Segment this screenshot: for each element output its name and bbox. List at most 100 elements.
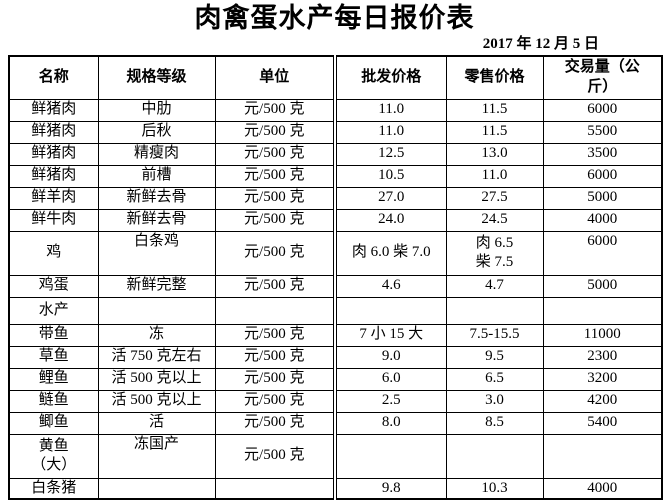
cell-volume: 6000 xyxy=(542,230,663,276)
table-row: 鸡白条鸡 元/500 克肉 6.0 柴 7.0 肉 6.5 柴 7.5 6000 xyxy=(8,230,663,276)
cell-name: 鲜猪肉 xyxy=(8,142,99,166)
cell-spec xyxy=(97,477,216,500)
cell-retail: 11.5 xyxy=(445,120,544,144)
table-row: 鲫鱼活元/500 克 8.0 8.5 5400 xyxy=(8,411,663,435)
cell-volume xyxy=(542,296,663,325)
cell-unit xyxy=(214,477,336,500)
cell-retail: 9.5 xyxy=(445,345,544,369)
cell-wholesale: 10.5 xyxy=(333,164,447,188)
cell-unit xyxy=(214,296,336,325)
cell-volume: 5000 xyxy=(542,186,663,210)
table-row: 鲤鱼活 500 克以上 元/500 克 6.0 6.5 3200 xyxy=(8,367,663,391)
cell-wholesale xyxy=(333,433,447,479)
table-row: 鲢鱼活 500 克以上 元/500 克 2.5 3.0 4200 xyxy=(8,389,663,413)
cell-retail: 4.7 xyxy=(445,274,544,298)
cell-spec: 白条鸡 xyxy=(97,230,216,276)
cell-name: 白条猪 xyxy=(8,477,99,500)
col-header-wholesale: 批发价格 xyxy=(333,55,447,100)
cell-name: 水产 xyxy=(8,296,99,325)
cell-wholesale: 4.6 xyxy=(333,274,447,298)
cell-retail: 13.0 xyxy=(445,142,544,166)
cell-unit: 元/500 克 xyxy=(214,433,336,479)
cell-spec: 活 500 克以上 xyxy=(97,367,216,391)
col-header-spec: 规格等级 xyxy=(97,55,216,100)
cell-spec: 新鲜完整 xyxy=(97,274,216,298)
table-row: 鲜猪肉 精瘦肉 元/500 克 12.5 13.0 3500 xyxy=(8,142,663,166)
cell-retail: 11.5 xyxy=(445,98,544,122)
cell-name: 鲢鱼 xyxy=(8,389,99,413)
cell-spec: 冻国产 xyxy=(97,433,216,479)
cell-retail: 24.5 xyxy=(445,208,544,232)
cell-name: 鲜牛肉 xyxy=(8,208,99,232)
cell-retail xyxy=(445,296,544,325)
cell-volume: 3500 xyxy=(542,142,663,166)
cell-wholesale: 2.5 xyxy=(333,389,447,413)
table-row: 鲜猪肉 前槽 元/500 克 10.5 11.0 6000 xyxy=(8,164,663,188)
cell-spec: 活 500 克以上 xyxy=(97,389,216,413)
cell-wholesale: 12.5 xyxy=(333,142,447,166)
cell-retail xyxy=(445,433,544,479)
daily-price-report: 肉禽蛋水产每日报价表 2017 年 12 月 5 日 名称 规格等级 单位 批发… xyxy=(0,3,669,501)
cell-spec xyxy=(97,296,216,325)
cell-name: 鸡 xyxy=(8,230,99,276)
cell-wholesale: 24.0 xyxy=(333,208,447,232)
cell-unit: 元/500 克 xyxy=(214,208,336,232)
cell-unit: 元/500 克 xyxy=(214,274,336,298)
cell-volume: 4200 xyxy=(542,389,663,413)
cell-spec: 前槽 xyxy=(97,164,216,188)
cell-wholesale: 9.8 xyxy=(333,477,447,500)
col-header-name: 名称 xyxy=(8,55,99,100)
cell-unit: 元/500 克 xyxy=(214,164,336,188)
cell-name: 鲜猪肉 xyxy=(8,164,99,188)
cell-wholesale: 27.0 xyxy=(333,186,447,210)
cell-wholesale: 8.0 xyxy=(333,411,447,435)
cell-volume: 5500 xyxy=(542,120,663,144)
cell-volume: 4000 xyxy=(542,208,663,232)
cell-name: 带鱼 xyxy=(8,323,99,347)
table-row: 鲜猪肉 中肋 元/500 克 11.0 11.5 6000 xyxy=(8,98,663,122)
cell-retail: 6.5 xyxy=(445,367,544,391)
cell-unit: 元/500 克 xyxy=(214,367,336,391)
header-row: 名称 规格等级 单位 批发价格 零售价格 交易量（公斤） xyxy=(8,55,663,100)
cell-retail: 11.0 xyxy=(445,164,544,188)
cell-retail: 7.5-15.5 xyxy=(445,323,544,347)
table-row: 水产 xyxy=(8,296,663,325)
cell-unit: 元/500 克 xyxy=(214,389,336,413)
table-row: 鲜猪肉 后秋 元/500 克 11.0 11.5 5500 xyxy=(8,120,663,144)
col-header-volume: 交易量（公斤） xyxy=(542,55,663,100)
cell-volume: 6000 xyxy=(542,98,663,122)
table-row: 鲜牛肉 新鲜去骨 元/500 克 24.0 24.5 4000 xyxy=(8,208,663,232)
cell-volume: 4000 xyxy=(542,477,663,500)
cell-unit: 元/500 克 xyxy=(214,142,336,166)
table-row: 白条猪 9.8 10.3 4000 xyxy=(8,477,663,500)
cell-spec: 活 750 克左右 xyxy=(97,345,216,369)
table-body: 鲜猪肉 中肋 元/500 克 11.0 11.5 6000 鲜猪肉 后秋 元/500 克 11.0… xyxy=(8,98,663,500)
cell-name: 鲜猪肉 xyxy=(8,98,99,122)
cell-spec: 后秋 xyxy=(97,120,216,144)
price-table: 名称 规格等级 单位 批发价格 零售价格 交易量（公斤） 鲜猪肉 中肋 元/500 … xyxy=(8,55,663,501)
table-row: 鸡蛋 新鲜完整 元/500 克 4.6 4.7 5000 xyxy=(8,274,663,298)
cell-unit: 元/500 克 xyxy=(214,411,336,435)
cell-volume: 11000 xyxy=(542,323,663,347)
cell-spec: 精瘦肉 xyxy=(97,142,216,166)
cell-name: 鲜羊肉 xyxy=(8,186,99,210)
cell-retail: 10.3 xyxy=(445,477,544,500)
cell-wholesale: 7 小 15 大 xyxy=(333,323,447,347)
cell-name: 草鱼 xyxy=(8,345,99,369)
cell-volume: 5400 xyxy=(542,411,663,435)
cell-retail: 3.0 xyxy=(445,389,544,413)
cell-name: 鲤鱼 xyxy=(8,367,99,391)
table-row: 草鱼活 750 克左右 元/500 克 9.0 9.5 2300 xyxy=(8,345,663,369)
cell-unit: 元/500 克 xyxy=(214,323,336,347)
cell-spec: 新鲜去骨 xyxy=(97,186,216,210)
cell-volume: 5000 xyxy=(542,274,663,298)
report-date: 2017 年 12 月 5 日 xyxy=(482,36,599,53)
page-title: 肉禽蛋水产每日报价表 xyxy=(194,3,475,33)
cell-retail: 27.5 xyxy=(445,186,544,210)
cell-unit: 元/500 克 xyxy=(214,230,336,276)
cell-spec: 新鲜去骨 xyxy=(97,208,216,232)
table-row: 黄鱼 （大） 冻国产 元/500 克 xyxy=(8,433,663,479)
cell-volume: 3200 xyxy=(542,367,663,391)
cell-wholesale: 11.0 xyxy=(333,98,447,122)
